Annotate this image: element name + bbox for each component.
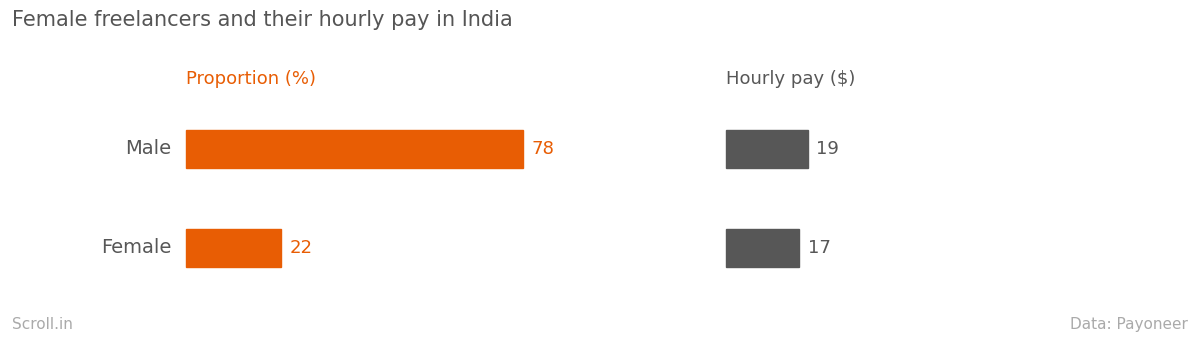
Text: 17: 17 <box>808 239 830 257</box>
Text: Scroll.in: Scroll.in <box>12 317 73 332</box>
Text: Data: Payoneer: Data: Payoneer <box>1070 317 1188 332</box>
Text: Hourly pay ($): Hourly pay ($) <box>726 70 856 88</box>
Bar <box>726 130 808 168</box>
Text: Male: Male <box>126 139 172 158</box>
Text: 78: 78 <box>532 140 554 158</box>
Bar <box>726 229 799 267</box>
Text: Female: Female <box>101 238 172 258</box>
Text: Female freelancers and their hourly pay in India: Female freelancers and their hourly pay … <box>12 10 512 30</box>
Text: 19: 19 <box>816 140 839 158</box>
Text: 22: 22 <box>289 239 312 257</box>
Bar <box>186 229 281 267</box>
Bar <box>186 130 523 168</box>
Text: Proportion (%): Proportion (%) <box>186 70 316 88</box>
